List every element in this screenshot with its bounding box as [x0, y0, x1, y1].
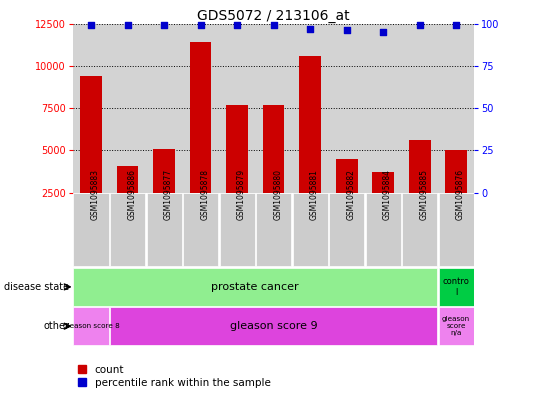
Point	[123, 22, 132, 28]
FancyBboxPatch shape	[73, 307, 108, 345]
Text: other: other	[43, 321, 69, 331]
Text: GSM1095881: GSM1095881	[310, 169, 319, 220]
Bar	[262, 105, 285, 193]
Text: GSM1095882: GSM1095882	[347, 169, 356, 220]
Bar	[226, 105, 248, 193]
Text: contro
l: contro l	[443, 277, 469, 297]
Legend: count, percentile rank within the sample: count, percentile rank within the sample	[78, 365, 271, 388]
Text: disease state: disease state	[4, 282, 69, 292]
FancyBboxPatch shape	[402, 193, 437, 266]
Bar	[153, 149, 175, 193]
FancyBboxPatch shape	[73, 193, 108, 266]
Text: gleason score 9: gleason score 9	[230, 321, 317, 331]
Text: GSM1095876: GSM1095876	[456, 169, 465, 220]
Text: GSM1095880: GSM1095880	[274, 169, 282, 220]
Point	[452, 22, 460, 28]
Point	[160, 22, 168, 28]
Bar	[445, 150, 467, 193]
FancyBboxPatch shape	[293, 193, 328, 266]
FancyBboxPatch shape	[365, 193, 400, 266]
FancyBboxPatch shape	[110, 193, 145, 266]
Text: prostate cancer: prostate cancer	[211, 282, 299, 292]
FancyBboxPatch shape	[439, 268, 474, 306]
FancyBboxPatch shape	[329, 193, 364, 266]
FancyBboxPatch shape	[110, 307, 437, 345]
Point	[306, 26, 314, 32]
Point	[233, 22, 241, 28]
Point	[196, 22, 205, 28]
Text: GSM1095885: GSM1095885	[419, 169, 429, 220]
Title: GDS5072 / 213106_at: GDS5072 / 213106_at	[197, 9, 350, 22]
Bar	[116, 165, 139, 193]
FancyBboxPatch shape	[219, 193, 254, 266]
Point	[415, 22, 424, 28]
Bar	[299, 56, 321, 193]
Point	[270, 22, 278, 28]
FancyBboxPatch shape	[256, 193, 291, 266]
Text: GSM1095884: GSM1095884	[383, 169, 392, 220]
Bar	[80, 76, 102, 193]
FancyBboxPatch shape	[439, 193, 474, 266]
Text: GSM1095886: GSM1095886	[128, 169, 136, 220]
Point	[87, 22, 95, 28]
FancyBboxPatch shape	[439, 307, 474, 345]
Text: GSM1095877: GSM1095877	[164, 169, 173, 220]
Text: GSM1095883: GSM1095883	[91, 169, 100, 220]
Bar	[409, 140, 431, 193]
Point	[379, 29, 388, 35]
Point	[342, 27, 351, 33]
Bar	[336, 159, 357, 193]
FancyBboxPatch shape	[147, 193, 182, 266]
Bar	[372, 172, 394, 193]
Bar	[190, 42, 211, 193]
FancyBboxPatch shape	[73, 268, 437, 306]
Text: GSM1095878: GSM1095878	[201, 169, 210, 220]
Text: gleason
score
n/a: gleason score n/a	[442, 316, 470, 336]
Text: gleason score 8: gleason score 8	[63, 323, 120, 329]
FancyBboxPatch shape	[183, 193, 218, 266]
Text: GSM1095879: GSM1095879	[237, 169, 246, 220]
